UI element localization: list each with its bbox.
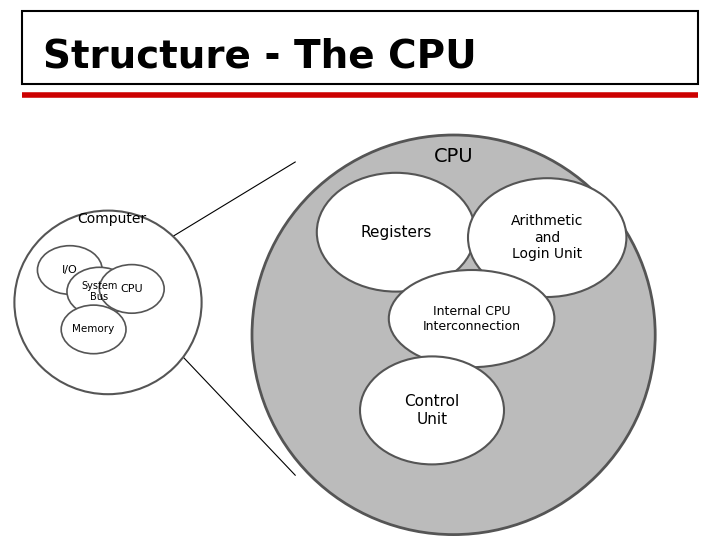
Ellipse shape — [14, 211, 202, 394]
Text: Arithmetic
and
Login Unit: Arithmetic and Login Unit — [511, 214, 583, 261]
Text: CPU: CPU — [433, 147, 474, 166]
Ellipse shape — [252, 135, 655, 535]
Text: Memory: Memory — [73, 325, 114, 334]
Ellipse shape — [468, 178, 626, 297]
Text: System
Bus: System Bus — [81, 281, 117, 302]
Text: Computer: Computer — [77, 212, 146, 226]
Ellipse shape — [360, 356, 504, 464]
Text: Registers: Registers — [360, 225, 432, 240]
Text: Internal CPU
Interconnection: Internal CPU Interconnection — [423, 305, 521, 333]
Text: I/O: I/O — [62, 265, 78, 275]
Ellipse shape — [37, 246, 102, 294]
Ellipse shape — [67, 267, 132, 316]
Text: Control
Unit: Control Unit — [405, 394, 459, 427]
Ellipse shape — [61, 305, 126, 354]
Text: CPU: CPU — [120, 284, 143, 294]
Ellipse shape — [99, 265, 164, 313]
FancyBboxPatch shape — [22, 11, 698, 84]
Ellipse shape — [317, 173, 475, 292]
Text: Structure - The CPU: Structure - The CPU — [43, 38, 477, 76]
Ellipse shape — [389, 270, 554, 367]
